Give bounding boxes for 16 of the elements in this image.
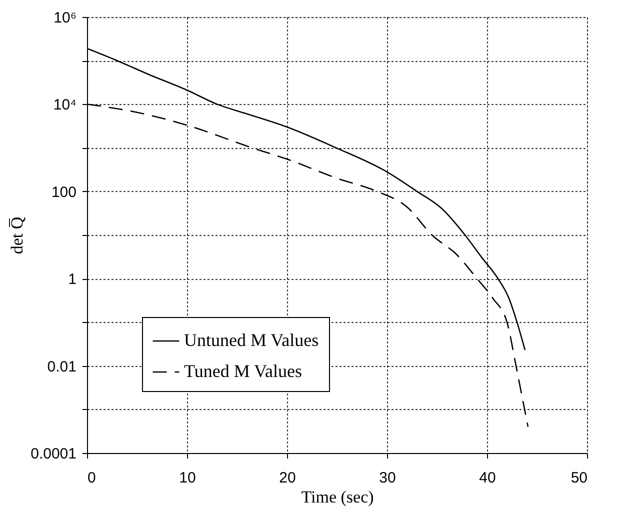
x-tick-label: 30 <box>379 470 396 486</box>
legend-label: Tuned M Values <box>184 361 302 381</box>
x-tick-label: 50 <box>570 470 588 486</box>
legend-label: Untuned M Values <box>184 330 319 350</box>
y-tick-label: 100 <box>51 184 76 201</box>
x-tick-label: 0 <box>88 470 96 486</box>
y-axis-title: det Q̅ <box>8 216 27 254</box>
x-tick-label: 20 <box>279 470 296 486</box>
x-axis-title: Time (sec) <box>301 488 374 506</box>
y-tick-label: 10⁴ <box>53 96 76 114</box>
y-tick-label: 0.01 <box>47 358 76 376</box>
y-tick-label: 1 <box>68 271 76 288</box>
x-tick-label: 40 <box>479 470 496 486</box>
y-tick-label: 0.0001 <box>30 446 76 462</box>
x-tick-label: 10 <box>179 470 196 486</box>
y-tick-label: 10⁶ <box>54 10 76 26</box>
